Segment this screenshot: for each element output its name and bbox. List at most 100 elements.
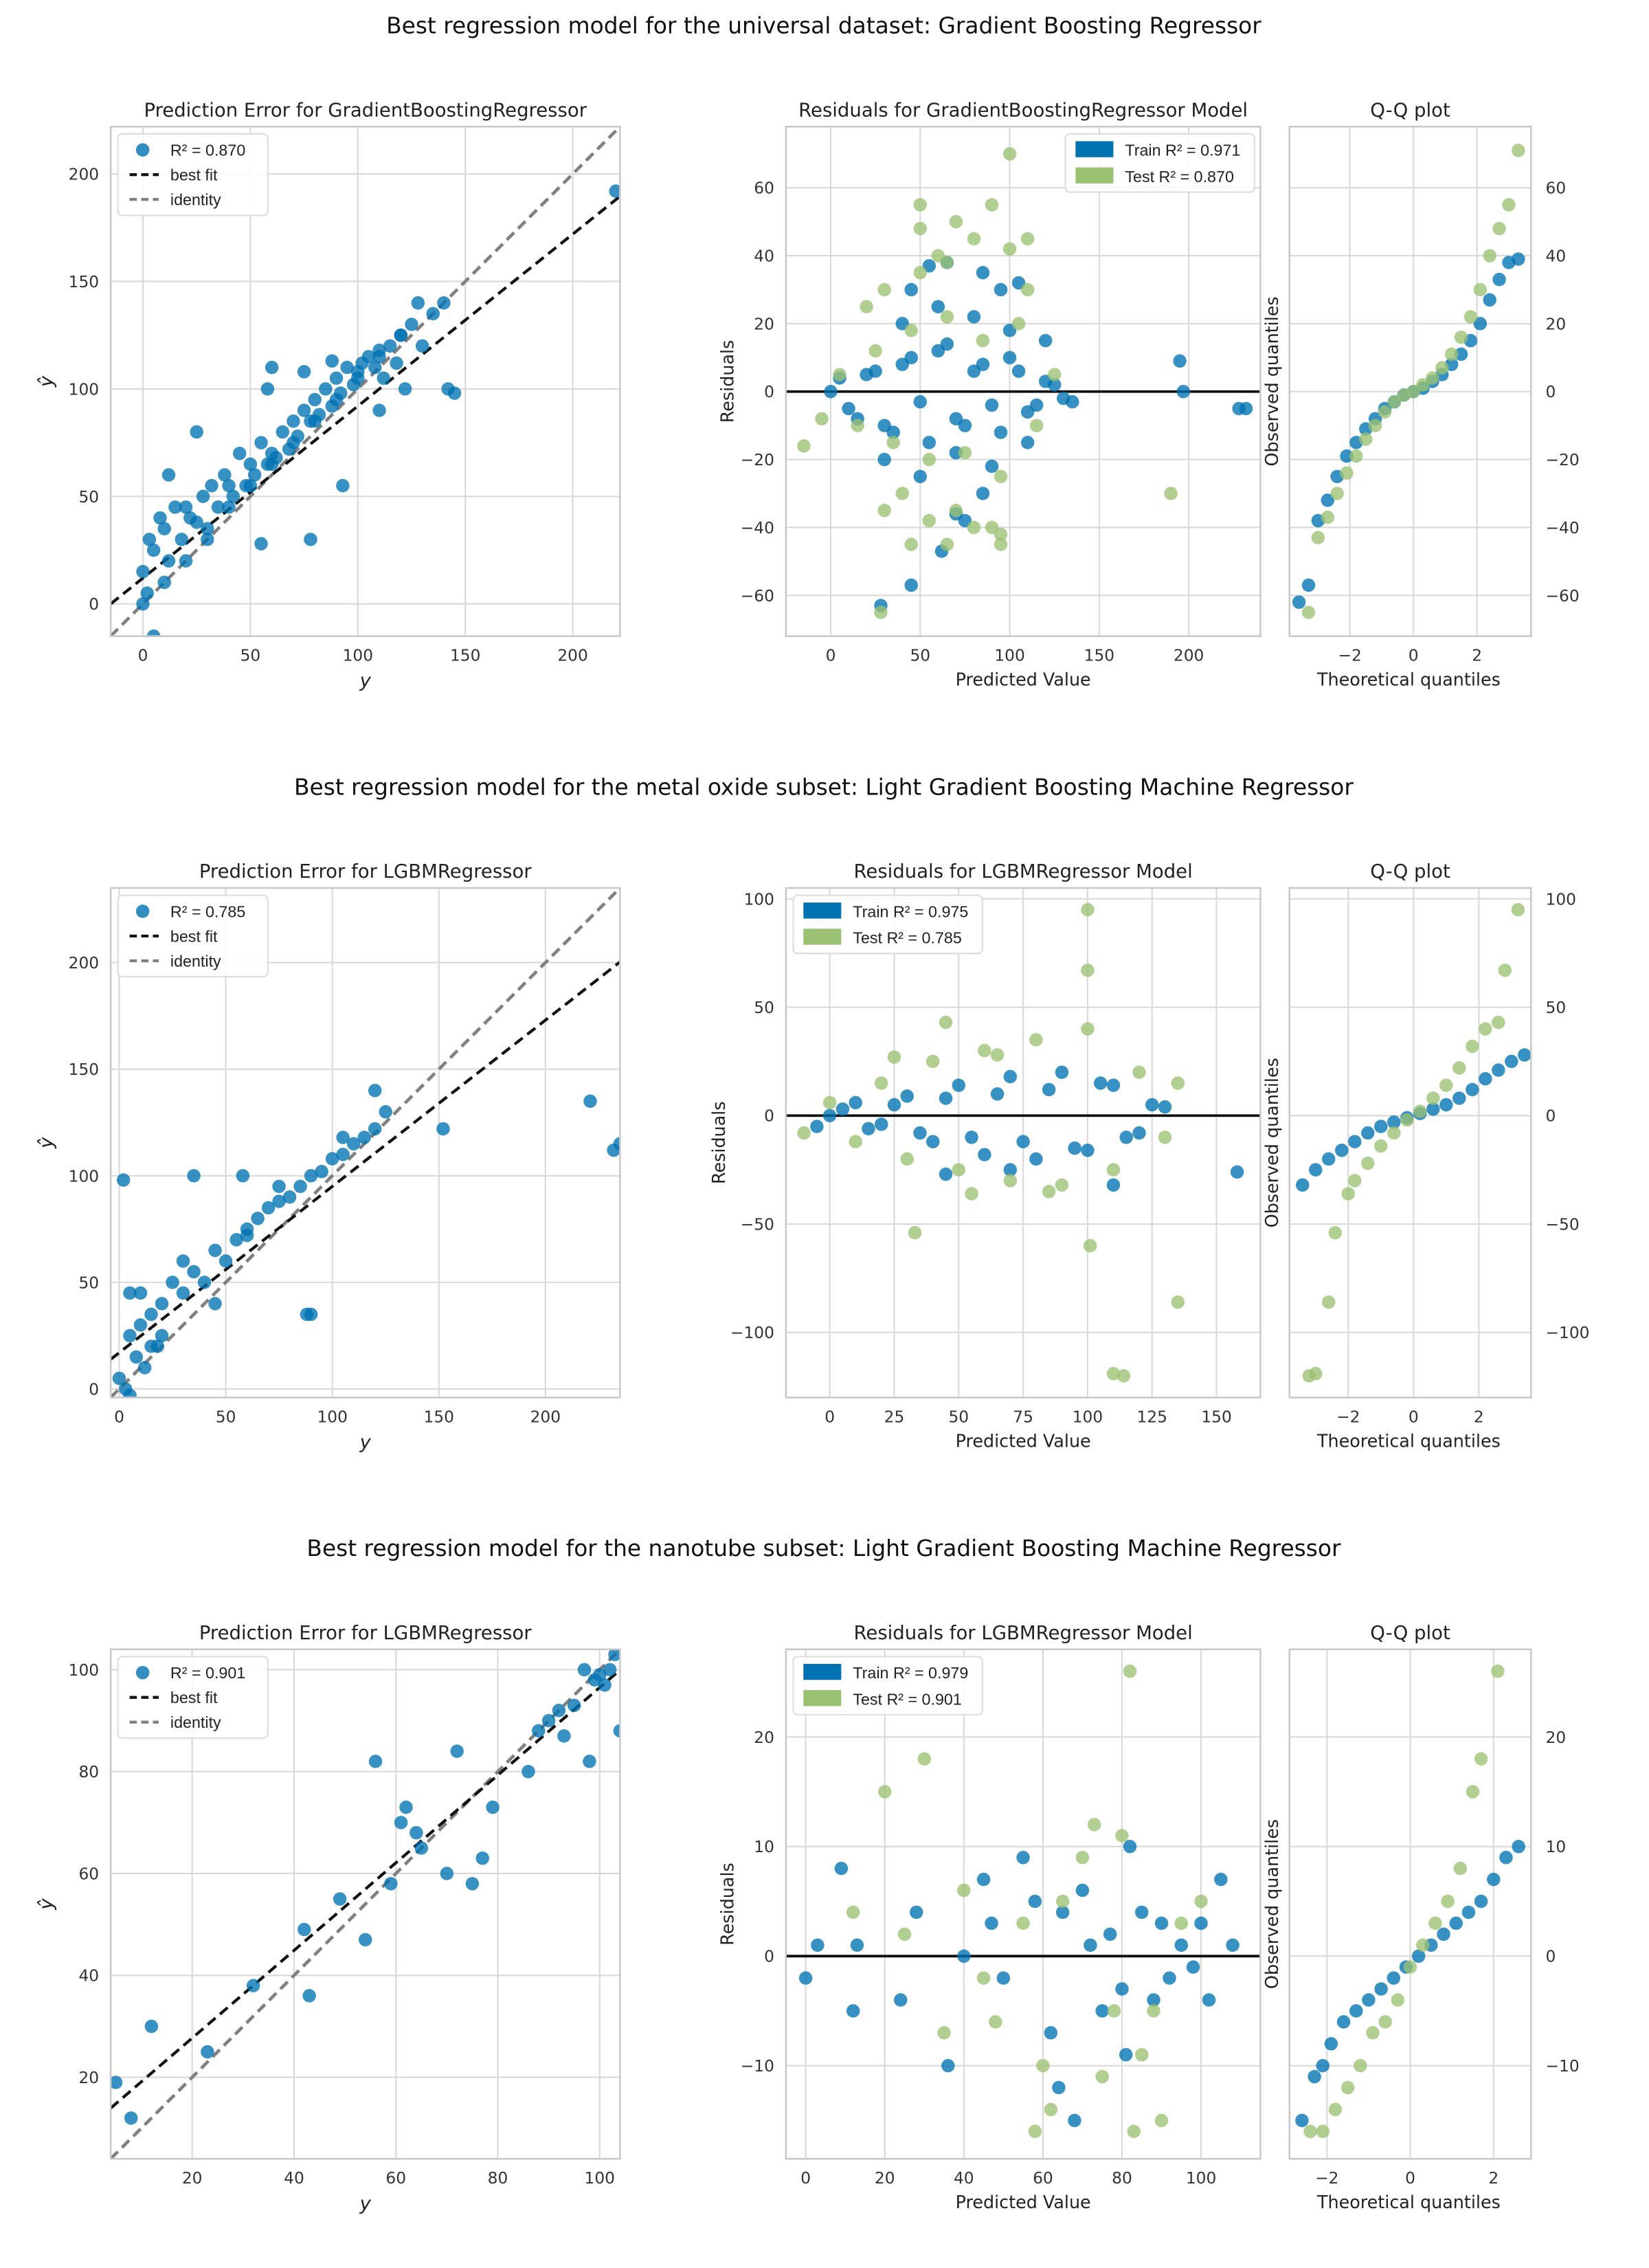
data-point [931,300,945,313]
y-tick-label: 200 [69,954,99,972]
y-axis-label: Residuals [717,1863,738,1946]
plot-frame [1288,887,1532,1399]
data-point [1154,1916,1169,1931]
data-point [1028,2124,1042,2139]
y-tick-label: 50 [79,488,100,507]
data-point [142,533,157,546]
plot-content [111,126,620,636]
data-point [361,350,376,364]
y-tick-label: 40 [79,1967,100,1986]
data-point [325,354,339,368]
data-point [1328,1225,1342,1240]
data-point [1391,1993,1405,2007]
y-tick-label: −100 [1546,1324,1590,1342]
data-point [978,1148,991,1161]
data-point [913,266,928,280]
data-point [613,1724,620,1738]
y-tick-label: 100 [1546,890,1576,909]
data-point [976,333,990,348]
x-axis-label: Predicted Value [956,1430,1091,1451]
data-point [272,1194,286,1208]
data-point [1321,493,1334,507]
plot-frame [785,1648,1261,2160]
y-tick-label: 100 [69,380,99,399]
data-point [1387,1126,1401,1140]
data-point [116,1173,131,1187]
data-point [900,1089,914,1103]
data-point [958,419,972,432]
data-point [1454,330,1468,344]
x-tick-label: 0 [800,2169,811,2188]
panel-title: Residuals for GradientBoostingRegressor … [798,99,1248,121]
data-point [874,1076,888,1090]
data-point [834,1861,849,1876]
data-point [904,578,919,592]
legend: Train R² = 0.975 Test R² = 0.785 [792,894,983,955]
x-tick-label: 100 [585,2169,615,2188]
y-tick-label: 100 [69,1661,99,1680]
data-point [450,1744,464,1758]
data-point [1127,2124,1141,2139]
legend-box [117,133,269,216]
x-tick-label: 150 [424,1408,454,1426]
data-point [157,522,172,535]
legend-label-best-fit: best fit [170,927,218,945]
data-point [922,436,936,449]
y-tick-label: 100 [69,1167,99,1186]
data-point [1426,1102,1440,1116]
data-point [1316,2124,1330,2139]
best-fit-line [111,961,620,1361]
data-point [179,554,193,568]
data-point [874,605,888,619]
data-point [887,1098,901,1112]
data-point [475,1852,489,1865]
data-point [1147,1993,1160,2007]
data-point [976,1971,991,1985]
data-point [1491,1664,1505,1678]
data-point [1095,2069,1109,2084]
data-point [1081,902,1095,917]
y-tick-label: −20 [1546,451,1580,469]
data-point [1340,466,1354,480]
x-tick-label: 150 [450,647,480,665]
data-point [1002,242,1017,256]
data-point [372,350,386,364]
data-point [989,2015,1002,2029]
legend-swatch-test [803,929,842,945]
data-point [922,452,936,467]
data-point [1487,1872,1501,1887]
plot-frame [785,887,1261,1399]
data-point [1362,1993,1376,2007]
data-point [1474,1894,1488,1909]
data-point [922,513,936,528]
data-point [176,1286,190,1300]
data-point [137,1361,152,1375]
data-point [411,296,425,310]
data-point [384,1877,398,1891]
data-point [1038,333,1053,348]
data-point [850,1938,864,1953]
data-point [398,382,412,396]
data-point [1439,1078,1453,1092]
y-tick-label: 0 [764,1107,774,1126]
data-point [1083,1238,1097,1253]
x-tick-label: −2 [1315,2169,1338,2188]
data-point [333,1892,347,1906]
qq-panel: −2 0 2 −10 0 10 20 Q-Q plot Theoretical quantile… [1261,1622,1580,2212]
x-axis-label: Predicted Value [956,669,1091,690]
plot-content [1295,1664,1525,2139]
plot-content [111,888,620,1398]
data-point [144,1307,158,1322]
data-point [243,457,258,471]
data-point [978,1043,991,1058]
data-point [155,1297,169,1311]
data-point [390,356,403,370]
data-point [849,1096,862,1110]
y-tick-label: 10 [754,1838,774,1856]
data-point [111,2076,123,2089]
y-tick-label: −40 [1546,519,1580,537]
data-point [1055,1894,1070,1909]
data-point [1123,1664,1137,1678]
data-point [994,527,1008,542]
data-point [155,1328,169,1343]
